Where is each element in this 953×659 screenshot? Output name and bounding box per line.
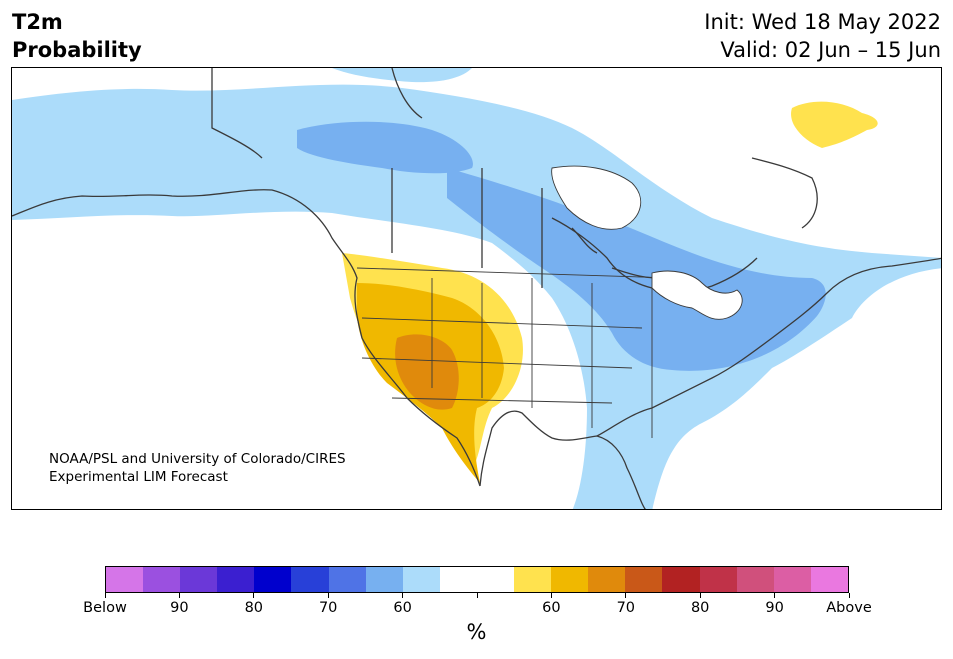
colorbar-tick-label: 90 <box>170 600 189 616</box>
colorbar-tick-label: 80 <box>244 600 264 616</box>
colorbar-tick <box>550 593 552 598</box>
init-date: Init: Wed 18 May 2022 <box>704 10 941 34</box>
colorbar-segment <box>402 567 440 592</box>
colorbar-tick-label: Below <box>83 600 127 616</box>
colorbar-tick-label: 70 <box>616 600 636 616</box>
colorbar-segment <box>143 567 181 592</box>
colorbar-segment <box>514 567 552 592</box>
colorbar-tick <box>253 593 255 598</box>
colorbar-tick <box>848 593 850 598</box>
light-blue-north <box>332 68 472 83</box>
colorbar-labels: Below 90 80 70 60 60 70 80 90 Above <box>83 600 872 618</box>
colorbar-segment <box>551 567 589 592</box>
great-lakes <box>651 270 743 320</box>
colorbar-segment <box>699 567 737 592</box>
colorbar-tick-label: Above <box>826 600 872 616</box>
colorbar-tick-label: 60 <box>393 600 412 616</box>
credit-line-1: NOAA/PSL and University of Colorado/CIRE… <box>49 451 346 467</box>
colorbar-tick-label: 70 <box>318 600 338 616</box>
colorbar-tick <box>327 593 329 598</box>
colorbar-tick-label: 90 <box>765 600 784 616</box>
valid-range: Valid: 02 Jun – 15 Jun <box>720 38 941 62</box>
orange-region <box>395 334 459 410</box>
title-type: Probability <box>12 38 142 62</box>
colorbar-segment <box>736 567 774 592</box>
colorbar-segment <box>588 567 626 592</box>
mid-blue-north <box>297 121 473 174</box>
colorbar-segment <box>810 567 848 592</box>
colorbar-segment <box>439 567 477 592</box>
greenland-yellow <box>791 101 878 148</box>
probability-map <box>11 67 942 510</box>
colorbar-tick <box>625 593 627 598</box>
colorbar-segment <box>476 567 515 592</box>
colorbar-tick <box>699 593 701 598</box>
colorbar-tick <box>104 593 106 598</box>
colorbar-segment <box>217 567 255 592</box>
colorbar-tick <box>774 593 776 598</box>
colorbar-tick <box>476 593 478 598</box>
colorbar-segment <box>180 567 218 592</box>
colorbar-segment <box>773 567 811 592</box>
title-variable: T2m <box>12 10 63 34</box>
colorbar-tick <box>178 593 180 598</box>
colorbar-segment <box>254 567 292 592</box>
state-borders <box>356 267 673 438</box>
colorbar-segment <box>106 567 144 592</box>
colorbar-unit: % <box>466 620 487 644</box>
colorbar-segment <box>625 567 663 592</box>
north-america-map-svg <box>12 68 941 509</box>
colorbar-segment <box>328 567 366 592</box>
colorbar-segment <box>662 567 700 592</box>
map-title: T2m Probability <box>12 8 142 64</box>
colorbar-ticks <box>104 593 850 599</box>
colorbar-tick <box>402 593 404 598</box>
colorbar <box>105 566 849 593</box>
credit-line-2: Experimental LIM Forecast <box>49 469 228 485</box>
forecast-dates: Init: Wed 18 May 2022 Valid: 02 Jun – 15… <box>704 8 941 64</box>
colorbar-segment <box>365 567 403 592</box>
colorbar-segment <box>291 567 329 592</box>
credit-text: NOAA/PSL and University of Colorado/CIRE… <box>49 450 346 486</box>
colorbar-tick-label: 60 <box>542 600 561 616</box>
colorbar-tick-label: 80 <box>690 600 710 616</box>
hudson-bay <box>551 165 642 230</box>
